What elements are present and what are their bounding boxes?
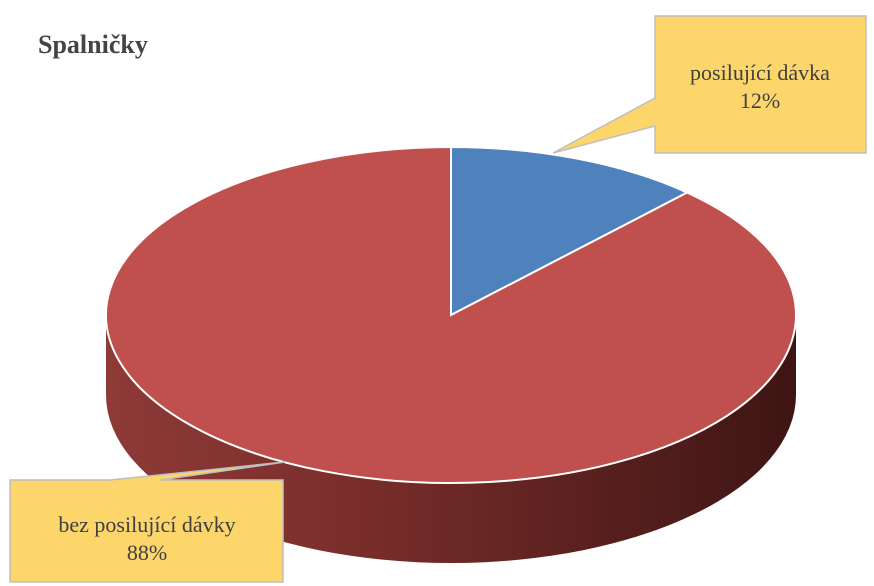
pie-slice-1 [105,145,797,484]
callout-label-bez-posilujici: bez posilující dávky [58,512,235,537]
pie-slice-0 [450,145,690,317]
callout-posilujici: posilující dávka 12% [552,15,867,154]
callout-bez-posilujici: bez posilující dávky 88% [9,461,286,583]
callout-label-posilujici: posilující dávka [690,60,830,85]
callout-value-bez-posilujici: 88% [127,540,167,565]
chart-title: Spalničky [38,30,148,59]
callout-value-posilujici: 12% [740,88,780,113]
